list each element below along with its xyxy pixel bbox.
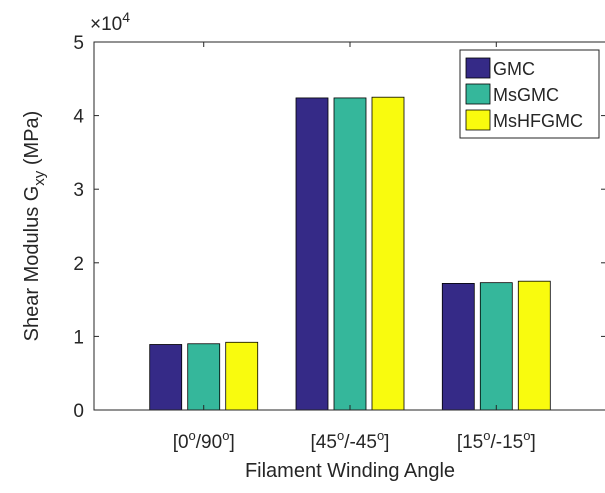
x-axis-label: Filament Winding Angle bbox=[245, 460, 455, 482]
y-axis-ticks: 0 1 2 3 4 5 bbox=[73, 33, 605, 422]
bar-mshfgmc-1 bbox=[371, 96, 405, 411]
bar-gmc-2 bbox=[441, 283, 475, 411]
y-tick-label: 3 bbox=[73, 180, 84, 201]
bar-gmc-0 bbox=[149, 344, 183, 411]
y-tick-label: 2 bbox=[73, 254, 84, 275]
y-tick-label: 5 bbox=[73, 33, 84, 54]
legend-label-gmc: GMC bbox=[493, 59, 535, 79]
y-tick-label: 0 bbox=[73, 401, 84, 422]
bar-mshfgmc-2 bbox=[517, 280, 551, 411]
bar-mshfgmc-0 bbox=[225, 341, 259, 411]
y-exponent-label: ×104 bbox=[90, 9, 130, 35]
y-tick-label: 4 bbox=[73, 107, 84, 128]
x-tick-label: [45o/-45o] bbox=[311, 428, 390, 453]
legend-label-msgmc: MsGMC bbox=[493, 85, 559, 105]
bars-layer bbox=[149, 96, 551, 411]
x-axis-ticks: [0o/90o] [45o/-45o] [15o/-15o] bbox=[173, 42, 536, 453]
legend-swatch-msgmc bbox=[465, 83, 491, 105]
x-tick-label: [15o/-15o] bbox=[457, 428, 536, 453]
bar-msgmc-0 bbox=[187, 343, 221, 411]
x-tick-label: [0o/90o] bbox=[173, 428, 235, 453]
y-tick-label: 1 bbox=[73, 327, 84, 348]
legend-swatch-gmc bbox=[465, 57, 491, 79]
bar-msgmc-2 bbox=[479, 282, 513, 411]
legend-swatch-mshfgmc bbox=[465, 109, 491, 131]
y-axis-label: Shear Modulus Gxy (MPa) bbox=[21, 111, 48, 342]
legend-label-mshfgmc: MsHFGMC bbox=[493, 111, 583, 131]
legend: GMC MsGMC MsHFGMC bbox=[459, 49, 600, 139]
bar-msgmc-1 bbox=[333, 97, 367, 411]
bar-gmc-1 bbox=[295, 97, 329, 411]
